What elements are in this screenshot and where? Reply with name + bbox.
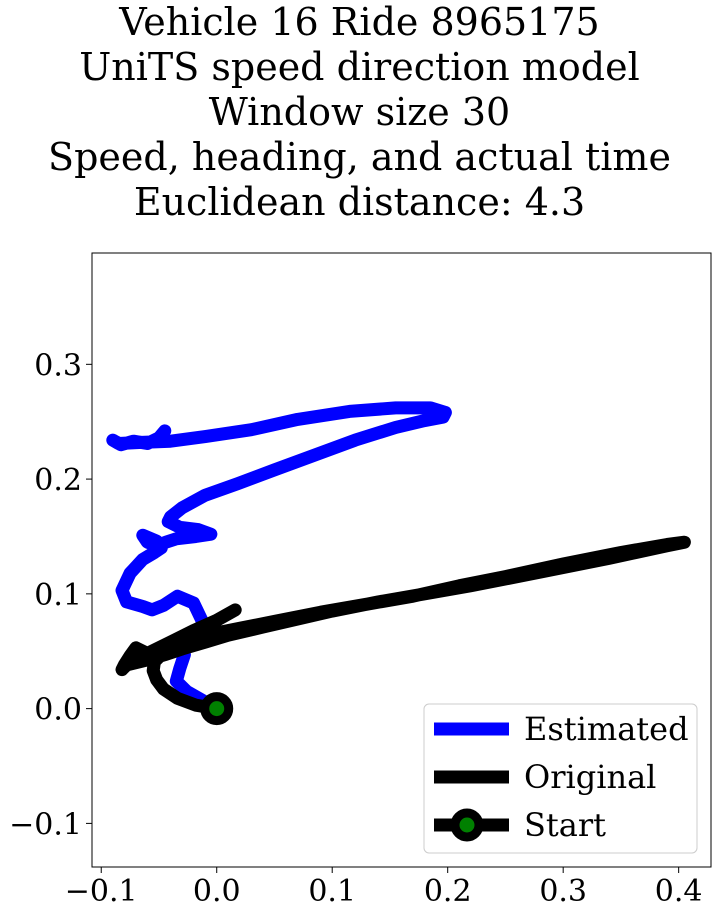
- title-line-3: Window size 30: [208, 90, 511, 134]
- series-line-original: [115, 535, 691, 716]
- title-line-1: Vehicle 16 Ride 8965175: [119, 0, 600, 44]
- x-tick-label: 0.1: [308, 874, 356, 909]
- start-marker: [200, 692, 234, 726]
- chart-title: Vehicle 16 Ride 8965175 UniTS speed dire…: [0, 0, 719, 225]
- x-tick-label: 0.3: [539, 874, 587, 909]
- x-tick-label: 0.2: [424, 874, 472, 909]
- x-tick-label: −0.1: [65, 874, 138, 909]
- legend-label-start: Start: [524, 806, 606, 844]
- series-line-estimated: [106, 401, 452, 716]
- y-tick-label: 0.0: [34, 693, 82, 728]
- legend-label-original: Original: [524, 758, 656, 796]
- y-tick-label: −0.1: [9, 807, 82, 842]
- title-line-4: Speed, heading, and actual time: [48, 135, 671, 179]
- y-tick-label: 0.1: [34, 578, 82, 613]
- axes-layer: −0.1 0.0 0.1 0.2 0.3 0.4 −0.1 0.0 0.1 0.2 0.3: [9, 252, 712, 909]
- series-layer: [106, 401, 691, 726]
- plot-frame: [91, 252, 712, 868]
- y-tick-label: 0.3: [34, 348, 82, 383]
- y-tick-label: 0.2: [34, 463, 82, 498]
- legend-box: [423, 703, 698, 854]
- legend-start-marker: [450, 808, 484, 842]
- x-tick-label: 0.0: [193, 874, 241, 909]
- title-line-5: Euclidean distance: 4.3: [133, 180, 586, 224]
- legend: Estimated Original Start: [423, 703, 698, 854]
- title-line-2: UniTS speed direction model: [79, 45, 640, 89]
- x-tick-label: 0.4: [655, 874, 703, 909]
- legend-label-estimated: Estimated: [524, 710, 689, 748]
